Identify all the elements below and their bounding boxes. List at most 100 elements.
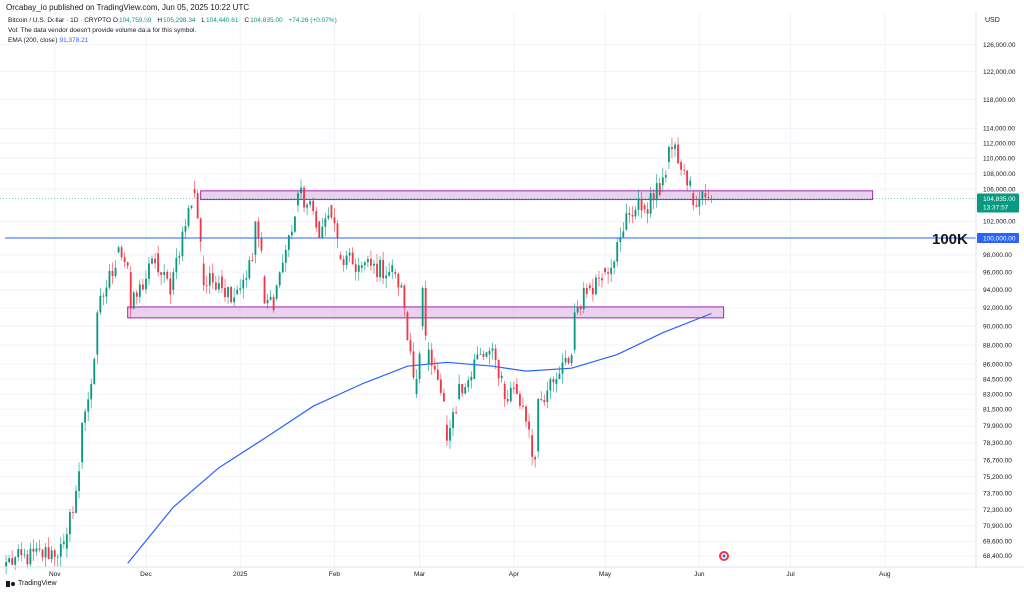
candle[interactable] bbox=[582, 282, 585, 314]
candle[interactable] bbox=[132, 290, 135, 310]
candle[interactable] bbox=[211, 263, 214, 289]
candle[interactable] bbox=[163, 264, 166, 284]
candle[interactable] bbox=[424, 280, 427, 341]
candle[interactable] bbox=[62, 533, 65, 549]
candle[interactable] bbox=[528, 413, 530, 438]
candle[interactable] bbox=[506, 389, 509, 405]
candle[interactable] bbox=[330, 204, 333, 220]
candle[interactable] bbox=[193, 180, 196, 199]
candle[interactable] bbox=[543, 394, 546, 407]
candle[interactable] bbox=[610, 258, 613, 282]
candle[interactable] bbox=[20, 542, 23, 562]
candle[interactable] bbox=[363, 260, 366, 271]
candle[interactable] bbox=[309, 200, 312, 208]
candle[interactable] bbox=[266, 293, 269, 310]
candle[interactable] bbox=[406, 310, 409, 341]
candle[interactable] bbox=[619, 227, 622, 252]
candle[interactable] bbox=[446, 415, 448, 446]
candle[interactable] bbox=[239, 279, 242, 295]
candle[interactable] bbox=[357, 257, 360, 281]
candle[interactable] bbox=[53, 548, 56, 566]
candle[interactable] bbox=[297, 191, 299, 213]
candle[interactable] bbox=[573, 303, 576, 354]
candle[interactable] bbox=[221, 269, 223, 294]
candle[interactable] bbox=[327, 207, 330, 221]
candle[interactable] bbox=[710, 195, 713, 204]
candle[interactable] bbox=[549, 376, 552, 400]
candle[interactable] bbox=[187, 205, 190, 229]
candle[interactable] bbox=[449, 420, 451, 449]
candle[interactable] bbox=[263, 275, 266, 305]
candle[interactable] bbox=[35, 542, 38, 556]
candle[interactable] bbox=[552, 376, 555, 392]
candle[interactable] bbox=[613, 259, 616, 275]
candle[interactable] bbox=[306, 202, 309, 216]
candle[interactable] bbox=[655, 174, 658, 208]
candle[interactable] bbox=[354, 258, 357, 281]
candle[interactable] bbox=[680, 159, 682, 176]
candle[interactable] bbox=[455, 406, 457, 414]
candle[interactable] bbox=[576, 300, 579, 315]
candle[interactable] bbox=[640, 191, 643, 218]
candle[interactable] bbox=[284, 244, 287, 272]
candle[interactable] bbox=[658, 177, 661, 197]
candle[interactable] bbox=[667, 145, 670, 169]
candle[interactable] bbox=[44, 543, 47, 567]
candle[interactable] bbox=[522, 397, 524, 409]
candle[interactable] bbox=[470, 371, 473, 389]
candle[interactable] bbox=[65, 527, 68, 558]
candle[interactable] bbox=[72, 506, 74, 520]
candle[interactable] bbox=[421, 285, 424, 331]
candle[interactable] bbox=[467, 376, 470, 392]
candle[interactable] bbox=[500, 371, 503, 383]
candle[interactable] bbox=[81, 422, 84, 469]
candle[interactable] bbox=[148, 257, 150, 286]
candle[interactable] bbox=[154, 252, 156, 269]
candle[interactable] bbox=[257, 217, 260, 248]
candle[interactable] bbox=[333, 208, 336, 232]
candle[interactable] bbox=[32, 539, 35, 562]
candle[interactable] bbox=[607, 267, 610, 284]
candle[interactable] bbox=[78, 462, 80, 499]
candle[interactable] bbox=[479, 347, 482, 355]
candle[interactable] bbox=[519, 390, 521, 409]
candle[interactable] bbox=[427, 342, 430, 371]
candle[interactable] bbox=[473, 354, 476, 380]
symbol-name[interactable]: Bitcoin / U.S. Dollar · 1D · CRYPTO bbox=[8, 17, 112, 24]
candle[interactable] bbox=[503, 380, 506, 408]
candle[interactable] bbox=[452, 407, 454, 436]
candle[interactable] bbox=[366, 255, 369, 268]
candle[interactable] bbox=[373, 259, 375, 274]
candle[interactable] bbox=[175, 248, 178, 279]
candle[interactable] bbox=[485, 351, 488, 359]
candle[interactable] bbox=[622, 222, 625, 238]
candle[interactable] bbox=[318, 220, 321, 239]
candle[interactable] bbox=[409, 332, 412, 355]
candle[interactable] bbox=[482, 350, 485, 361]
candle[interactable] bbox=[625, 203, 628, 231]
candle[interactable] bbox=[400, 282, 403, 289]
candle[interactable] bbox=[96, 310, 99, 364]
candle[interactable] bbox=[534, 455, 537, 468]
currency-label[interactable]: USD bbox=[985, 17, 1000, 24]
candle[interactable] bbox=[585, 283, 588, 299]
candle[interactable] bbox=[126, 261, 129, 270]
candle[interactable] bbox=[643, 203, 646, 213]
candle[interactable] bbox=[701, 190, 704, 206]
candle[interactable] bbox=[41, 549, 44, 562]
candle[interactable] bbox=[290, 224, 293, 240]
candle[interactable] bbox=[169, 271, 172, 304]
candle[interactable] bbox=[661, 167, 664, 192]
candle[interactable] bbox=[415, 369, 418, 398]
candle[interactable] bbox=[300, 179, 302, 200]
candle[interactable] bbox=[236, 285, 239, 295]
candle[interactable] bbox=[321, 217, 324, 239]
candle[interactable] bbox=[111, 262, 114, 285]
candle[interactable] bbox=[637, 189, 640, 217]
candle[interactable] bbox=[476, 346, 479, 360]
candle[interactable] bbox=[108, 263, 111, 290]
candle[interactable] bbox=[5, 555, 7, 574]
ema-label[interactable]: EMA (200, close) bbox=[8, 37, 58, 44]
candle[interactable] bbox=[69, 509, 71, 543]
